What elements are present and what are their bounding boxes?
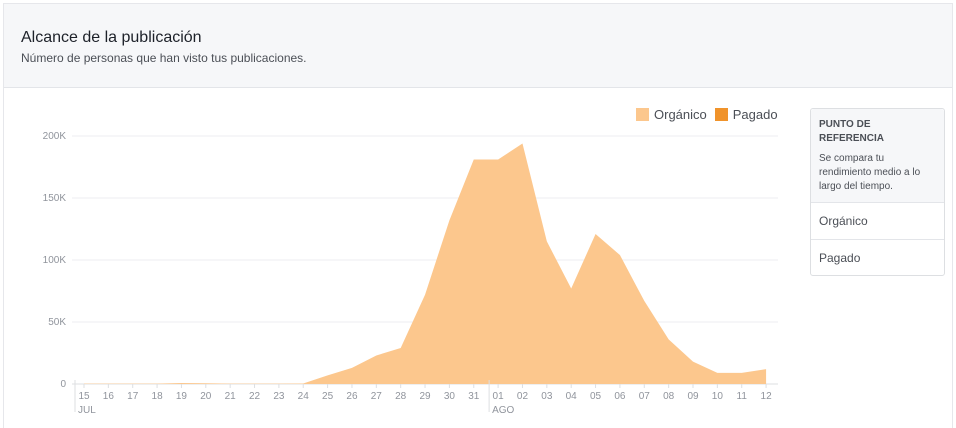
benchmark-description: Se compara tu rendimiento medio a lo lar… (819, 153, 921, 192)
x-tick-label: 07 (639, 391, 651, 402)
x-tick-label: 04 (566, 391, 578, 402)
x-tick-label: 06 (614, 391, 626, 402)
x-tick-label: 17 (127, 391, 139, 402)
x-tick-label: 16 (103, 391, 115, 402)
legend-item-organic[interactable]: Orgánico (636, 107, 707, 122)
x-tick-label: 02 (517, 391, 529, 402)
legend-label-organic: Orgánico (654, 107, 707, 122)
x-tick-label: 12 (761, 391, 773, 402)
x-tick-label: 18 (152, 391, 164, 402)
x-tick-label: 10 (712, 391, 724, 402)
x-tick-label: 24 (298, 391, 310, 402)
legend-swatch-paid (714, 108, 728, 121)
x-tick-label: 26 (346, 391, 358, 402)
legend-item-paid[interactable]: Pagado (714, 107, 778, 122)
y-tick-label: 100K (43, 255, 67, 266)
x-tick-label: 20 (200, 391, 212, 402)
page-subtitle: Número de personas que han visto tus pub… (21, 51, 307, 65)
x-month-label: AGO (492, 405, 514, 416)
x-tick-label: 31 (468, 391, 480, 402)
chart-legend: Orgánico Pagado (636, 107, 786, 122)
x-tick-label: 11 (737, 391, 748, 402)
x-tick-label: 15 (78, 391, 90, 402)
x-tick-label: 19 (176, 391, 188, 402)
x-tick-label: 30 (444, 391, 456, 402)
legend-swatch-organic (636, 108, 649, 121)
legend-label-paid: Pagado (732, 107, 778, 122)
x-tick-label: 05 (590, 391, 602, 402)
x-tick-label: 23 (273, 391, 285, 402)
area-series-organic (84, 143, 767, 384)
x-tick-label: 21 (225, 391, 237, 402)
panel-header: Alcance de la publicación Número de pers… (4, 4, 952, 88)
x-tick-label: 01 (493, 391, 505, 402)
benchmark-option-paid[interactable]: Pagado (819, 251, 861, 265)
benchmark-title: PUNTO DE REFERENCIA (819, 119, 885, 144)
x-tick-label: 25 (322, 391, 334, 402)
y-tick-label: 50K (48, 317, 66, 328)
y-tick-label: 0 (60, 379, 66, 390)
x-tick-label: 22 (249, 391, 261, 402)
page-title: Alcance de la publicación (21, 29, 202, 46)
benchmark-header: PUNTO DE REFERENCIA Se compara tu rendim… (811, 109, 944, 203)
y-tick-label: 150K (43, 193, 67, 204)
x-tick-label: 03 (541, 391, 553, 402)
x-month-label: JUL (78, 405, 96, 416)
benchmark-option-organic[interactable]: Orgánico (811, 203, 944, 240)
x-tick-label: 28 (395, 391, 407, 402)
x-tick-label: 27 (371, 391, 383, 402)
x-tick-label: 29 (419, 391, 431, 402)
x-axis: 15 16 17 18 19 20 21 22 23 24 25 26 27 28 29 30 31 01 02 03… (74, 380, 773, 416)
y-axis-ticks: 0 50K 100K 150K 200K (43, 131, 67, 390)
x-tick-label: 09 (687, 391, 699, 402)
chart-areas (84, 143, 767, 384)
benchmark-panel: PUNTO DE REFERENCIA Se compara tu rendim… (810, 108, 945, 276)
x-tick-label: 08 (663, 391, 675, 402)
y-tick-label: 200K (43, 131, 67, 142)
